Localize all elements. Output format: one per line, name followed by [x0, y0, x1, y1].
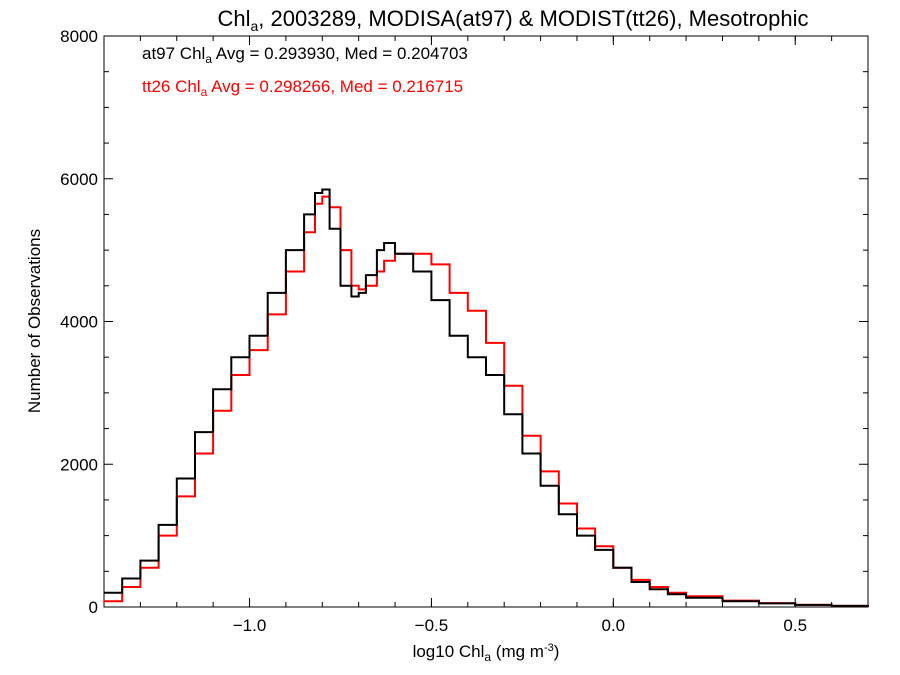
y-tick-label: 8000 [60, 27, 98, 46]
series-layer [104, 188, 869, 607]
x-tick-label: −0.5 [415, 616, 449, 635]
annotation-tt26: tt26 Chla Avg = 0.298266, Med = 0.216715 [142, 77, 463, 99]
x-tick-label: 0.5 [783, 616, 807, 635]
y-tick-label: 0 [89, 598, 98, 617]
y-axis: 0 2000 4000 6000 8000 [60, 27, 868, 617]
annotation-at97: at97 Chla Avg = 0.293930, Med = 0.204703 [142, 44, 468, 66]
chart-title: Chla, 2003289, MODISA(at97) & MODIST(tt2… [217, 6, 808, 34]
y-tick-label: 6000 [60, 170, 98, 189]
y-tick-label: 2000 [60, 455, 98, 474]
y-tick-label: 4000 [60, 313, 98, 332]
x-axis-label: log10 Chla (mg m-3) [413, 642, 560, 664]
series-tt26-line [104, 195, 869, 607]
series-at97-line [104, 188, 869, 607]
y-axis-label: Number of Observations [25, 229, 44, 413]
x-tick-label: 0.0 [602, 616, 626, 635]
x-tick-label: −1.0 [233, 616, 267, 635]
